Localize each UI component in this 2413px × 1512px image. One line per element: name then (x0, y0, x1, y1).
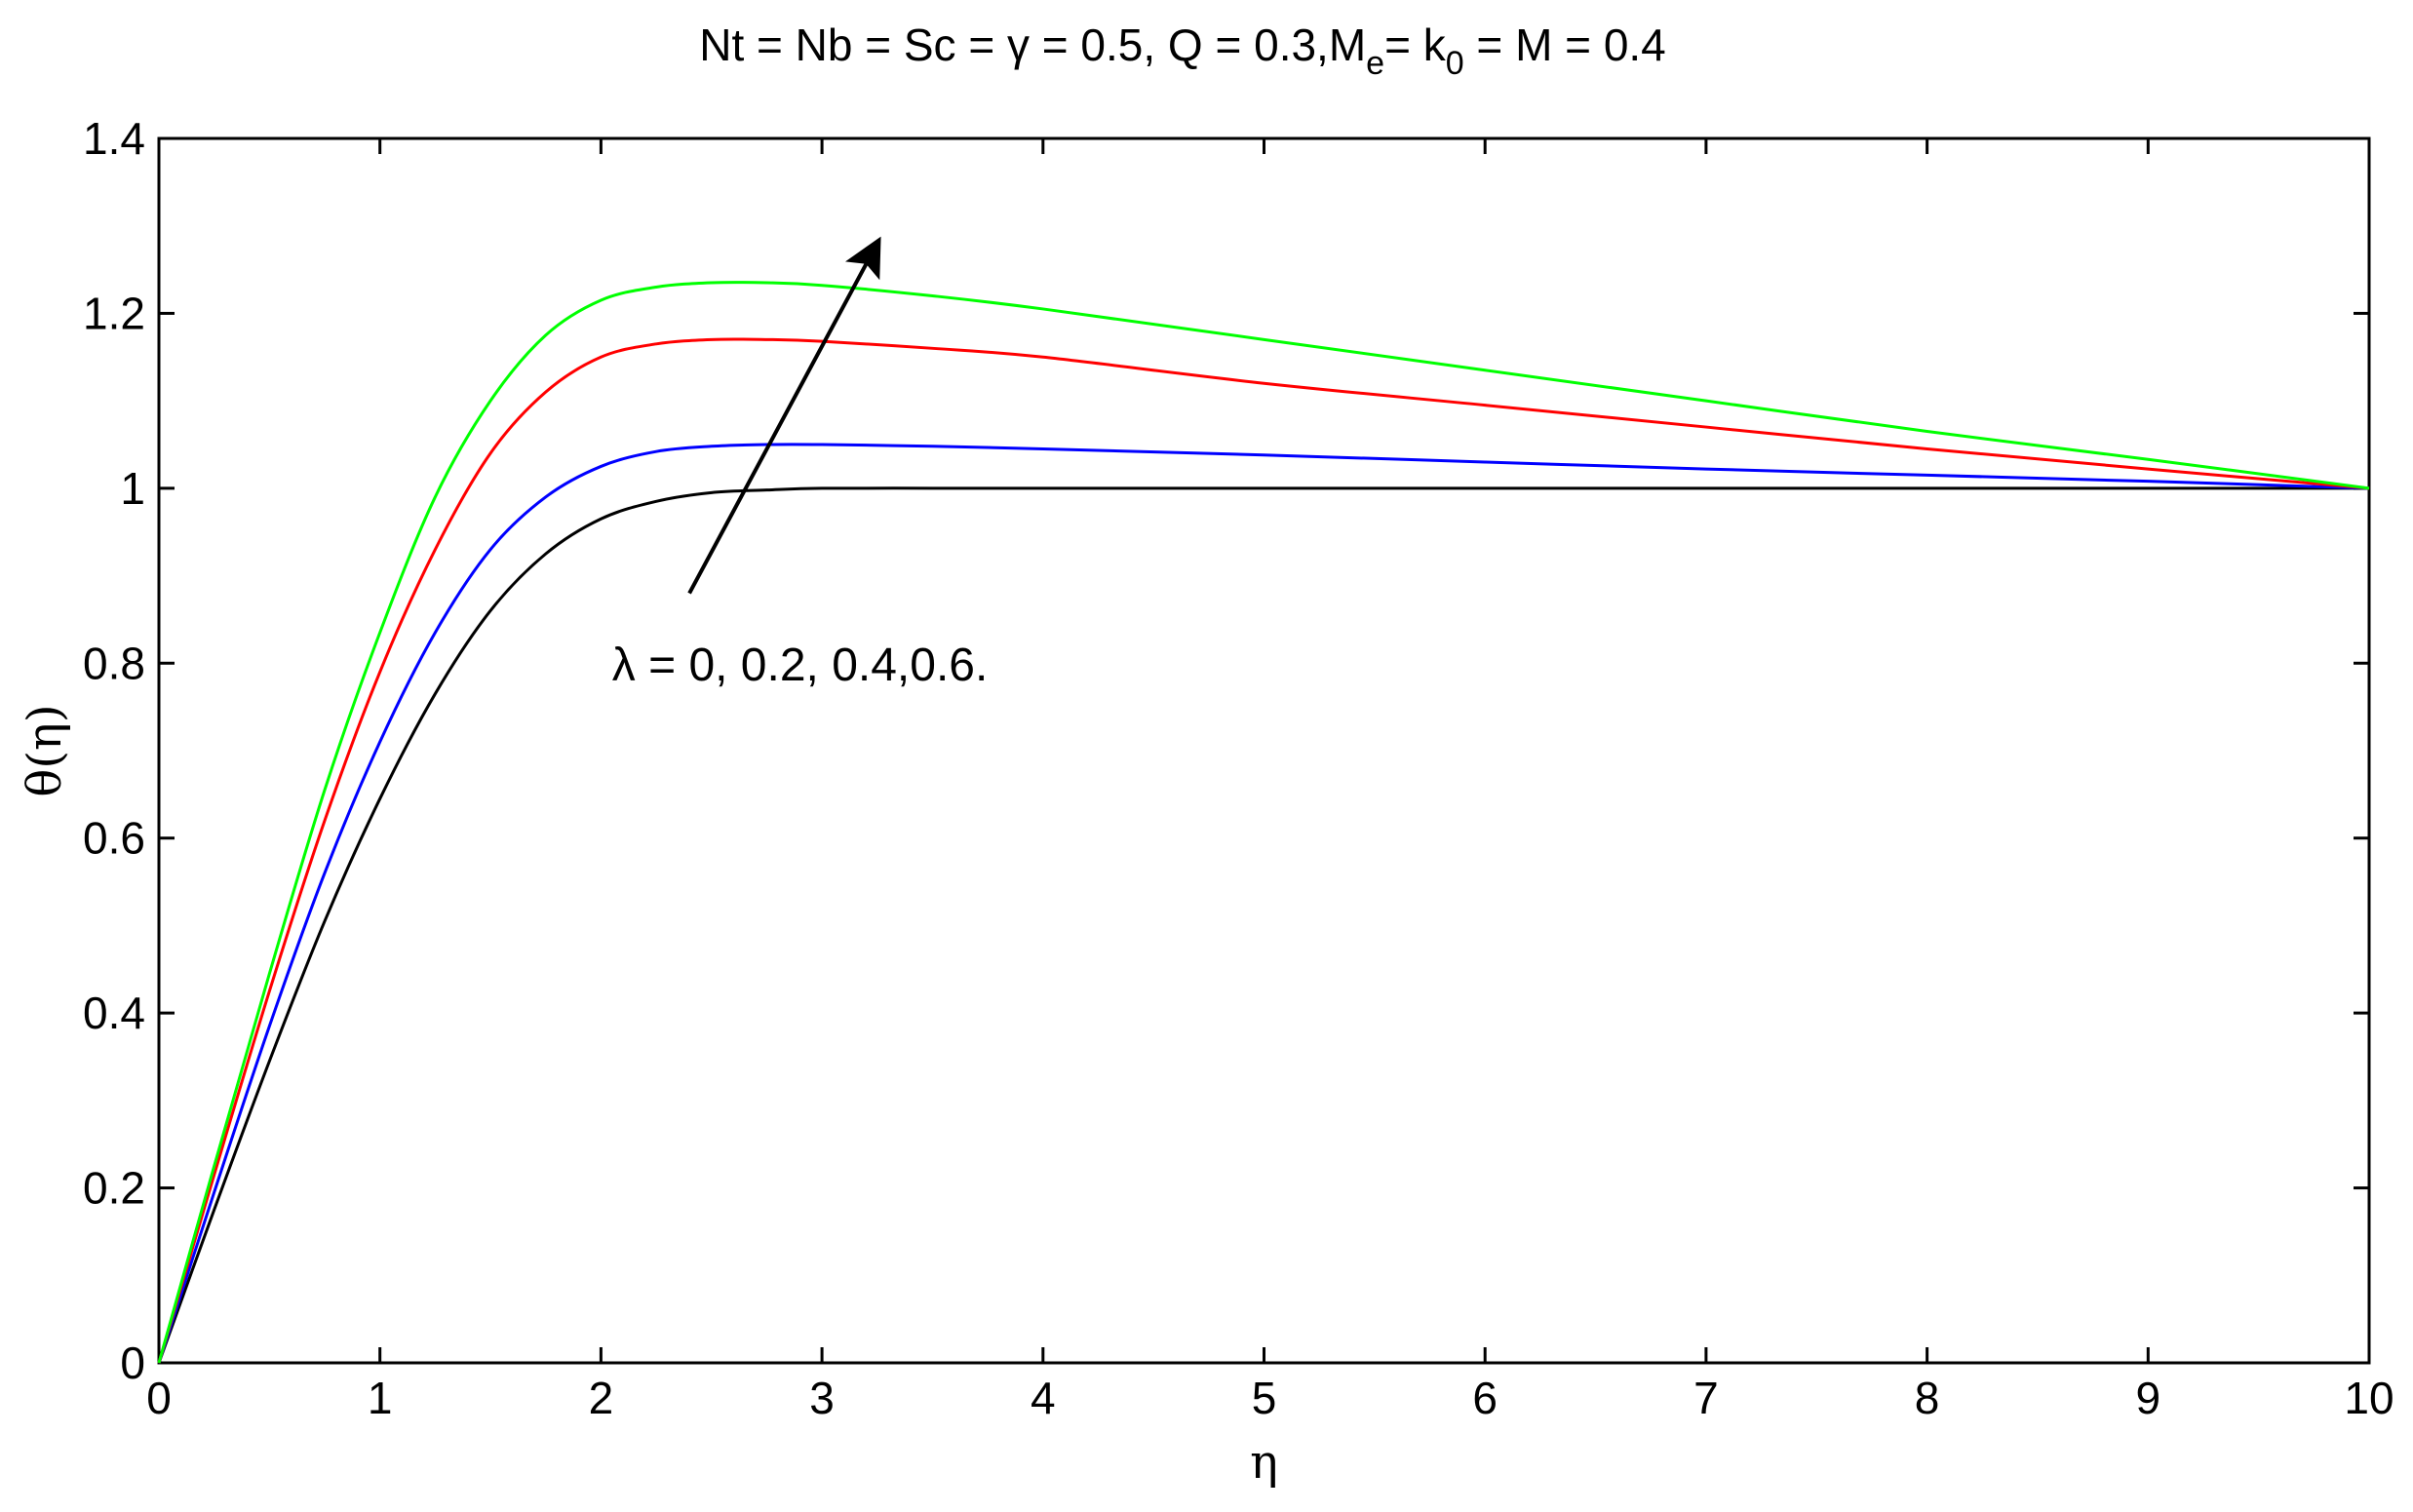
y-tick-label: 1.4 (83, 113, 145, 164)
series-lines (157, 281, 2370, 1364)
y-tick-label: 0.6 (83, 813, 145, 864)
x-tick-label: 9 (2136, 1373, 2161, 1423)
axis-ticks: 0 1 2 3 4 5 6 7 8 9 10 0 0.2 0.4 0.6 0.8 1 1.2 1.4 (83, 113, 2394, 1423)
y-tick-label: 0.2 (83, 1163, 145, 1214)
y-tick-label: 0.8 (83, 638, 145, 688)
annotation-text: λ = 0, 0.2, 0.4,0.6. (612, 640, 989, 691)
x-tick-label: 1 (368, 1373, 393, 1423)
title-part2: = k (1384, 19, 1447, 70)
annotation-arrow (687, 236, 881, 595)
chart-title: Nt = Nb = Sc = γ = 0.5, Q = 0.3,Me= k0 =… (699, 19, 1666, 82)
title-subscript-e: e (1366, 45, 1384, 82)
series-line-2 (157, 337, 2370, 1364)
x-tick-label: 2 (589, 1373, 614, 1423)
series-line-0 (157, 486, 2369, 1364)
y-tick-label: 1 (120, 463, 145, 514)
x-tick-label: 4 (1031, 1373, 1056, 1423)
x-tick-label: 10 (2344, 1373, 2394, 1423)
x-tick-label: 0 (146, 1373, 172, 1423)
x-tick-label: 5 (1252, 1373, 1277, 1423)
annotation: λ = 0, 0.2, 0.4,0.6. (612, 236, 989, 691)
y-tick-label: 0.4 (83, 988, 145, 1038)
title-part3: = M = 0.4 (1464, 19, 1666, 70)
plot-frame (157, 136, 2371, 1365)
y-axis-label: θ(η) (18, 704, 72, 796)
x-tick-label: 7 (1693, 1373, 1719, 1423)
y-tick-label: 1.2 (83, 288, 145, 338)
series-line-3 (157, 281, 2370, 1364)
x-tick-label: 8 (1915, 1373, 1940, 1423)
plot-area (157, 136, 2371, 1365)
x-axis-label: η (1250, 1435, 1278, 1490)
y-tick-label: 0 (120, 1338, 145, 1388)
x-tick-label: 6 (1472, 1373, 1498, 1423)
title-part1: Nt = Nb = Sc = γ = 0.5, Q = 0.3,M (699, 19, 1366, 70)
title-subscript-0: 0 (1446, 45, 1464, 82)
x-tick-label: 3 (809, 1373, 835, 1423)
